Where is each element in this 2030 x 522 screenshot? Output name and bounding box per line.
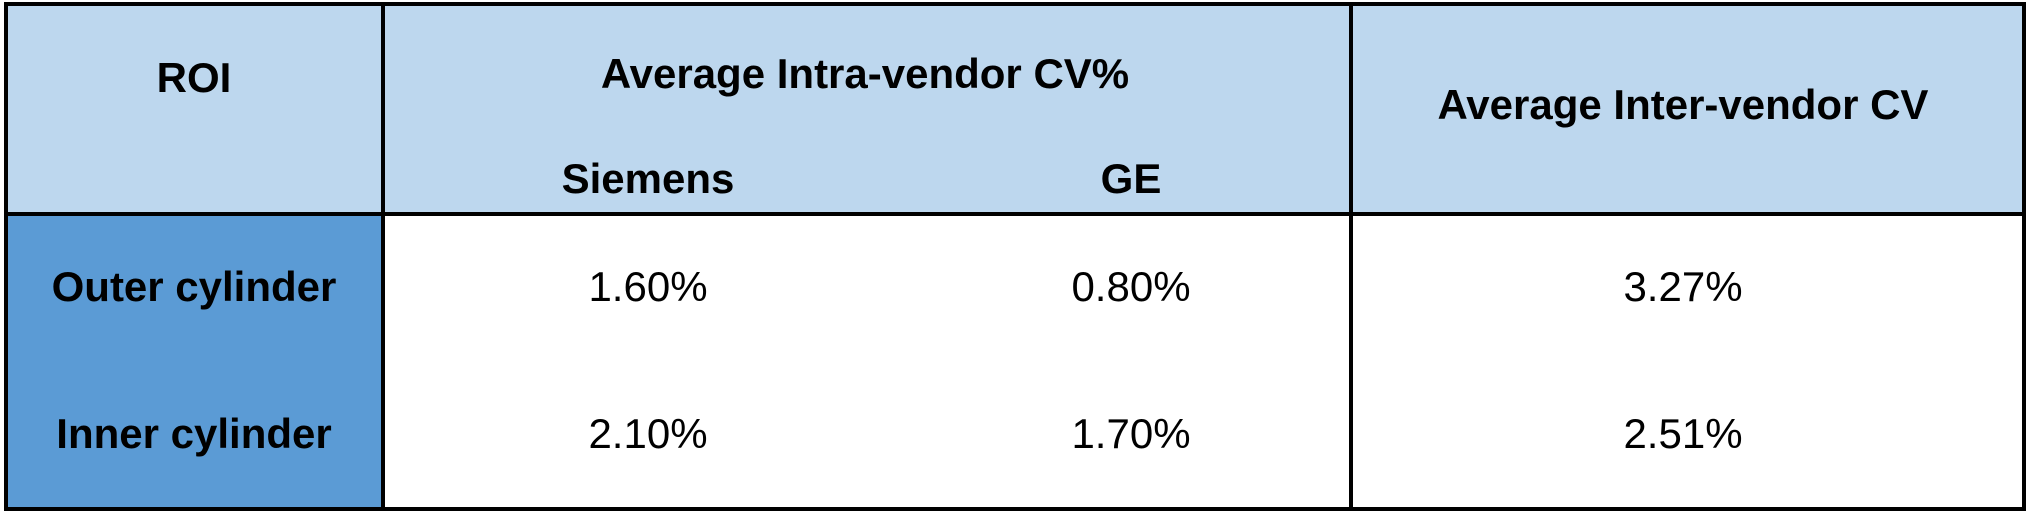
border <box>381 2 385 511</box>
subheader-cell: GE <box>1100 155 1162 202</box>
header-cell: Average Inter-vendor CV <box>1437 81 1929 128</box>
header-cell: Average Intra-vendor CV% <box>600 50 1130 97</box>
border <box>4 212 2026 216</box>
cell: 2.51% <box>1623 410 1743 457</box>
header-cell: ROI <box>156 54 232 101</box>
cell: 3.27% <box>1623 263 1743 310</box>
border <box>4 507 2026 511</box>
border <box>2022 2 2026 511</box>
subheader-cell: Siemens <box>561 155 735 202</box>
border <box>4 2 2026 6</box>
border <box>1349 2 1353 511</box>
row-label: Outer cylinder <box>51 263 337 310</box>
cell: 0.80% <box>1071 263 1191 310</box>
border <box>4 2 8 511</box>
row-label: Inner cylinder <box>56 410 332 457</box>
row-header-background <box>6 214 383 509</box>
cell: 1.60% <box>588 263 708 310</box>
cell: 2.10% <box>588 410 708 457</box>
header-background <box>6 4 2024 214</box>
cell: 1.70% <box>1071 410 1191 457</box>
